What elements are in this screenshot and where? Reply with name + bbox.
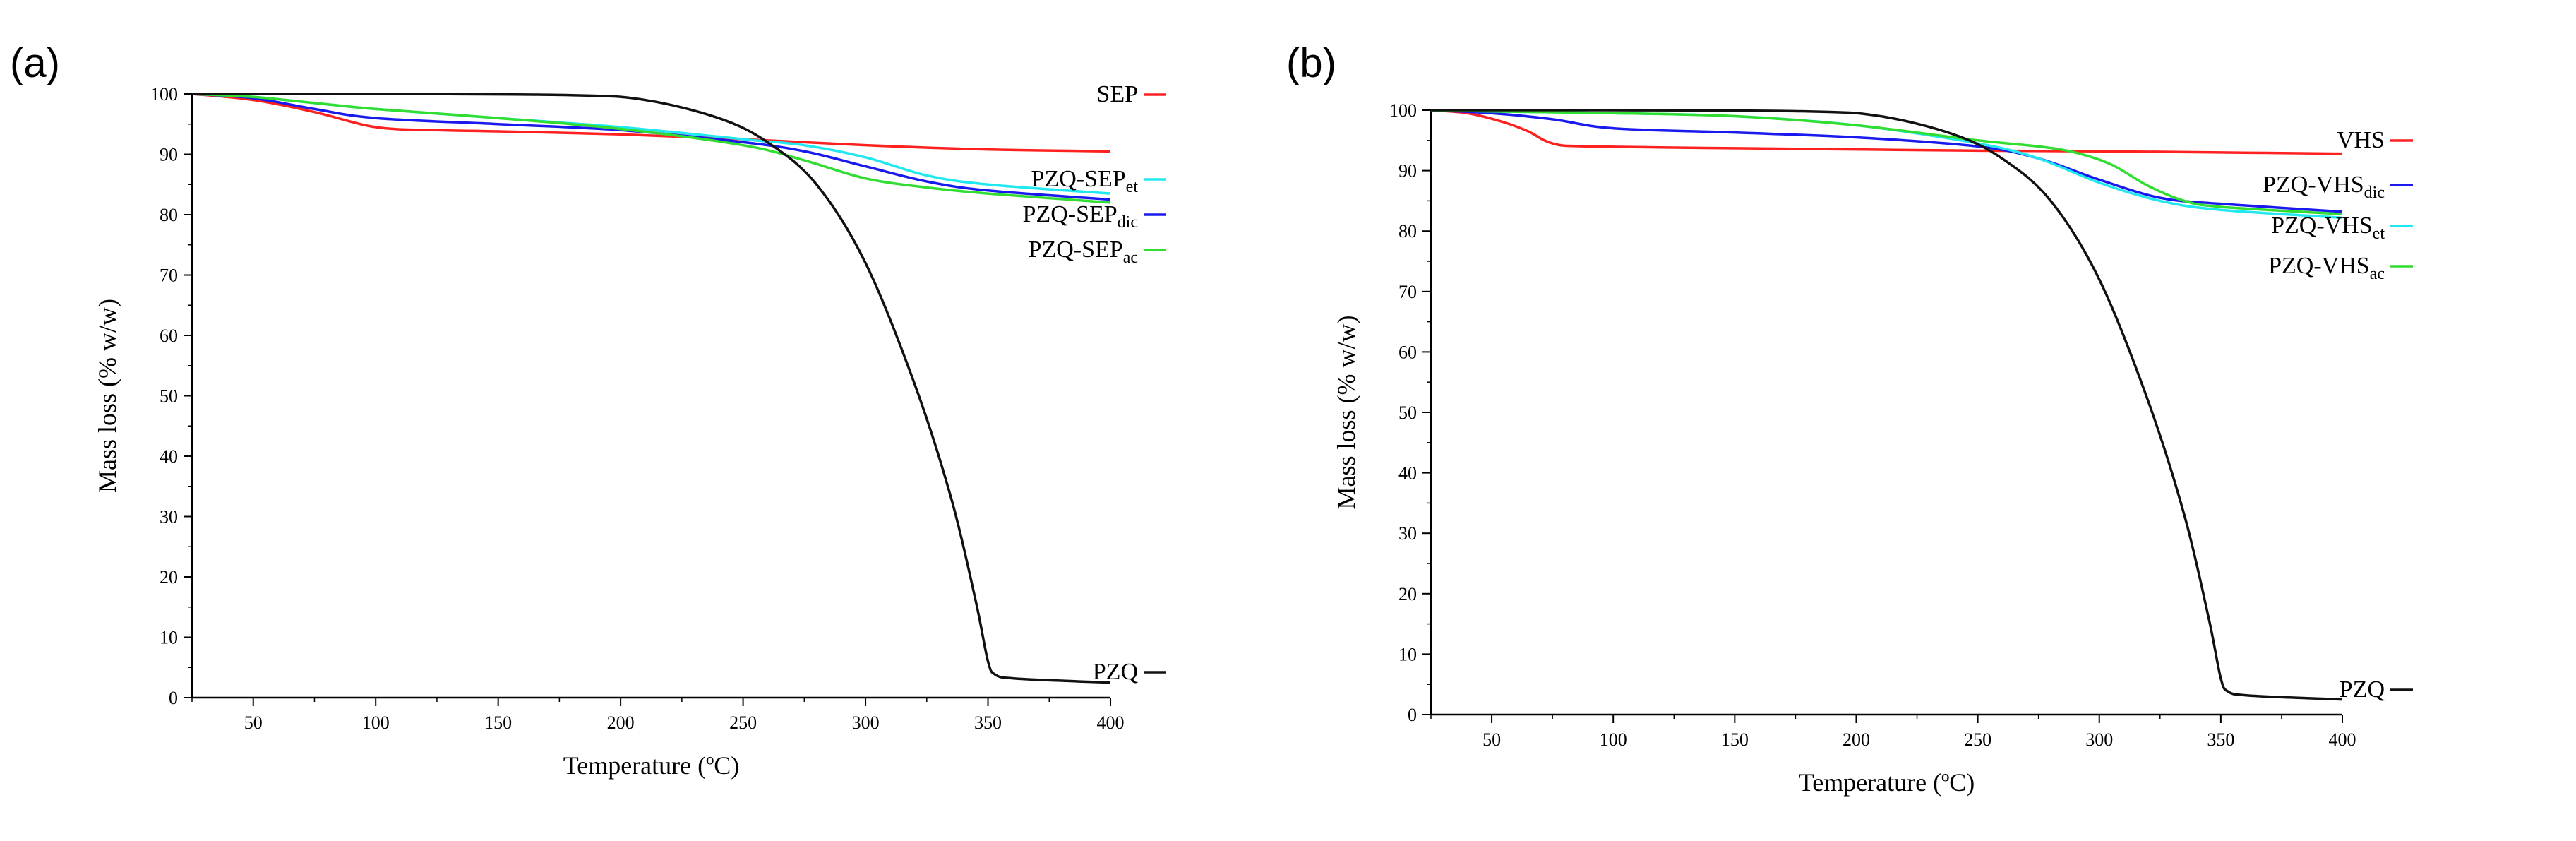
chart-p1: 0 10 20 30 40 50 60 70 80 90 100 50 100 150 200 250 300 3… <box>1332 100 2413 797</box>
y-tick-label: 80 <box>160 205 178 225</box>
legend-label-pzq-sepet: PZQ-SEPet <box>1031 166 1139 196</box>
legend-label-vhs: VHS <box>2337 127 2385 153</box>
x-tick-label: 250 <box>1964 729 1991 750</box>
y-tick-label: 80 <box>1398 221 1417 241</box>
x-tick-label: 150 <box>1721 729 1749 750</box>
x-tick-label: 400 <box>2329 729 2356 750</box>
series-line-pzq-vhsac <box>1430 109 2343 215</box>
legend-label-pzq: PZQ <box>1093 659 1138 685</box>
y-tick-label: 60 <box>160 326 178 346</box>
y-tick-label: 50 <box>160 386 178 407</box>
y-tick-label: 90 <box>160 145 178 165</box>
chart-p0: 0 10 20 30 40 50 60 70 80 90 100 50 100 150 200 250 300 3… <box>93 81 1166 780</box>
x-axis-title: Temperature (ºC) <box>563 751 740 780</box>
x-tick-label: 50 <box>244 712 263 733</box>
legend-label-pzq: PZQ <box>2340 676 2385 703</box>
y-tick-label: 10 <box>160 628 178 648</box>
x-tick-label: 50 <box>1482 729 1501 750</box>
legend-label-pzq-sepac: PZQ-SEPac <box>1029 237 1138 267</box>
x-tick-label: 150 <box>484 712 512 733</box>
y-tick-label: 30 <box>160 507 178 527</box>
legend-label-pzq-vhsdic: PZQ-VHSdic <box>2263 172 2385 202</box>
x-tick-label: 200 <box>1843 729 1870 750</box>
y-axis-title: Mass loss (% w/w) <box>1332 316 1360 510</box>
series-line-pzq-sepac <box>191 93 1111 204</box>
series-line-pzq-sepet <box>191 93 1111 195</box>
x-tick-label: 350 <box>2207 729 2234 750</box>
y-tick-label: 100 <box>1389 100 1417 121</box>
legend-label-pzq-vhsac: PZQ-VHSac <box>2268 253 2385 283</box>
y-tick-label: 0 <box>1408 705 1417 725</box>
y-tick-label: 50 <box>1398 402 1417 423</box>
x-tick-label: 300 <box>2085 729 2113 750</box>
series-line-sep <box>191 93 1111 153</box>
y-tick-label: 100 <box>150 84 178 105</box>
x-tick-label: 350 <box>974 712 1002 733</box>
y-tick-label: 70 <box>1398 282 1417 302</box>
y-tick-label: 90 <box>1398 161 1417 181</box>
y-tick-label: 60 <box>1398 342 1417 362</box>
y-tick-label: 70 <box>160 266 178 286</box>
y-tick-label: 30 <box>1398 523 1417 544</box>
x-tick-label: 100 <box>1600 729 1627 750</box>
x-tick-label: 200 <box>607 712 635 733</box>
series-line-pzq <box>191 93 1111 684</box>
y-tick-label: 20 <box>160 567 178 587</box>
x-axis-title: Temperature (ºC) <box>1799 768 1975 797</box>
panel-a-label: (a) <box>10 40 60 86</box>
panel-b-label: (b) <box>1286 40 1336 86</box>
x-tick-label: 300 <box>852 712 880 733</box>
x-tick-label: 100 <box>362 712 390 733</box>
series-line-pzq-vhsdic <box>1430 109 2343 213</box>
series-line-pzq <box>1430 109 2343 701</box>
y-tick-label: 0 <box>169 688 178 708</box>
legend-label-pzq-vhset: PZQ-VHSet <box>2271 213 2385 243</box>
series-line-vhs <box>1430 109 2343 155</box>
y-tick-label: 20 <box>1398 584 1417 604</box>
x-tick-label: 400 <box>1097 712 1125 733</box>
y-tick-label: 40 <box>160 446 178 467</box>
x-tick-label: 250 <box>729 712 757 733</box>
y-tick-label: 40 <box>1398 463 1417 484</box>
legend-label-sep: SEP <box>1096 81 1138 107</box>
y-axis-title: Mass loss (% w/w) <box>93 299 121 493</box>
legend-label-pzq-sepdic: PZQ-SEPdic <box>1023 201 1138 232</box>
y-tick-label: 10 <box>1398 644 1417 664</box>
